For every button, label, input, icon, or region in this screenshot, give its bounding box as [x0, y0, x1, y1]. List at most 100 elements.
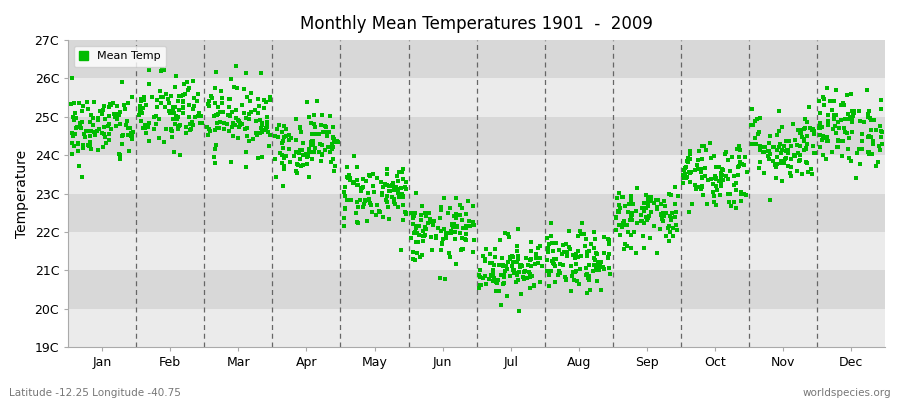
Point [277, 163, 292, 170]
Point [821, 138, 835, 144]
Point [542, 241, 556, 247]
Point [837, 125, 851, 131]
Point [629, 208, 643, 215]
Point [766, 157, 780, 164]
Point [668, 214, 682, 220]
Point [762, 151, 777, 158]
Point [408, 257, 422, 263]
Point [724, 191, 738, 197]
Point [486, 273, 500, 279]
Point [513, 262, 527, 268]
Point [248, 118, 263, 124]
Point [340, 174, 355, 180]
Point [292, 150, 306, 156]
Point [548, 279, 562, 286]
Point [626, 229, 641, 236]
Point [269, 126, 284, 132]
Point [805, 170, 819, 177]
Point [666, 232, 680, 239]
Point [475, 275, 490, 281]
Point [235, 121, 249, 127]
Point [318, 146, 332, 153]
Point [395, 166, 410, 173]
Point [862, 133, 877, 140]
Point [351, 181, 365, 188]
Point [91, 117, 105, 123]
Point [210, 120, 224, 126]
Point [510, 252, 525, 259]
Point [612, 207, 626, 214]
Point [215, 95, 230, 101]
Point [491, 262, 506, 268]
Point [112, 109, 127, 116]
Point [388, 200, 402, 207]
Point [643, 194, 657, 200]
Point [273, 150, 287, 156]
Point [153, 88, 167, 94]
Point [408, 229, 422, 236]
Point [341, 174, 356, 181]
Point [681, 168, 696, 175]
Point [149, 113, 164, 119]
Point [751, 130, 765, 137]
Point [94, 111, 109, 117]
Point [531, 260, 545, 266]
Point [510, 277, 525, 284]
Point [650, 204, 664, 210]
Point [63, 101, 77, 108]
Point [202, 98, 217, 104]
Point [363, 200, 377, 206]
Point [76, 103, 90, 110]
Point [432, 215, 446, 221]
Point [239, 94, 254, 101]
Point [217, 120, 231, 126]
Point [86, 99, 101, 106]
Point [784, 164, 798, 170]
Point [748, 135, 762, 141]
Point [559, 241, 573, 247]
Point [772, 141, 787, 147]
Point [445, 221, 459, 228]
Point [464, 223, 478, 230]
Point [137, 97, 151, 104]
Point [463, 218, 477, 224]
Point [148, 121, 163, 128]
Point [770, 153, 784, 160]
Point [786, 121, 800, 127]
Point [338, 184, 352, 190]
Point [444, 229, 458, 236]
Point [581, 273, 596, 280]
Point [67, 100, 81, 106]
Point [447, 221, 462, 227]
Point [760, 153, 775, 159]
Point [172, 123, 186, 130]
Point [521, 269, 535, 275]
Point [110, 116, 124, 122]
Point [708, 164, 723, 170]
Point [870, 159, 885, 166]
Point [275, 140, 290, 146]
Point [629, 250, 643, 256]
Point [104, 102, 118, 108]
Point [621, 209, 635, 216]
Point [495, 254, 509, 261]
Point [347, 152, 362, 159]
Point [349, 218, 364, 225]
Point [194, 120, 209, 126]
Point [310, 98, 324, 104]
Point [652, 226, 667, 232]
Point [178, 130, 193, 136]
Point [239, 125, 254, 131]
Point [502, 233, 517, 240]
Point [75, 174, 89, 180]
Point [121, 132, 135, 138]
Point [593, 286, 608, 293]
Point [318, 123, 332, 129]
Point [549, 256, 563, 262]
Point [259, 125, 274, 132]
Point [683, 170, 698, 176]
Point [752, 158, 767, 165]
Point [544, 258, 559, 264]
Point [279, 132, 293, 139]
Point [214, 100, 229, 106]
